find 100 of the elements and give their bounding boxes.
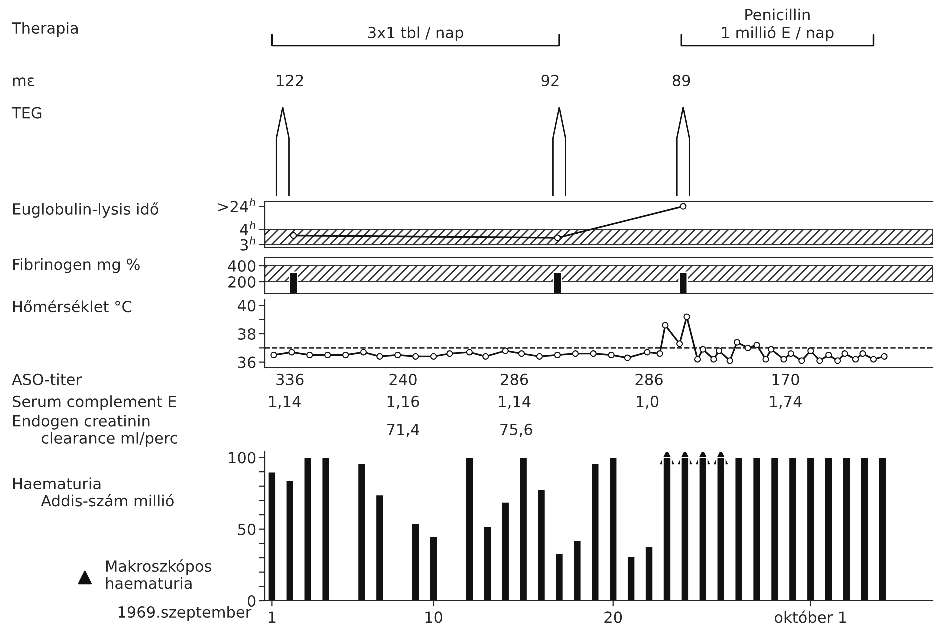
point [482, 353, 490, 360]
point [734, 339, 741, 346]
point [816, 358, 824, 364]
point [290, 232, 298, 240]
point [662, 322, 669, 329]
bar [644, 546, 654, 601]
bar [860, 457, 870, 601]
point [466, 349, 474, 356]
point [518, 350, 526, 358]
text: 1,14 [499, 396, 531, 409]
point [536, 353, 544, 360]
point [270, 352, 278, 359]
data-label: 286 [636, 374, 663, 386]
point [360, 349, 368, 356]
bar [626, 556, 636, 601]
point [788, 350, 794, 358]
text: Therapia [12, 22, 78, 37]
point [768, 346, 775, 353]
bar [375, 494, 385, 601]
point [780, 356, 788, 363]
y-tick-label: 50 [238, 524, 256, 536]
point [726, 358, 734, 364]
point [412, 353, 420, 360]
y-tick-label: >24$^{h}$ [218, 198, 256, 212]
point [394, 352, 402, 359]
point [554, 234, 561, 242]
data-label: 122 [277, 74, 304, 86]
point [680, 203, 687, 210]
bar [878, 457, 888, 601]
y-tick-label: 40 [238, 300, 256, 312]
y-tick-label: 36 [238, 356, 256, 368]
point [608, 352, 615, 359]
bar [788, 457, 798, 601]
x-tick-label: október 1 [774, 610, 846, 624]
bar [303, 457, 313, 601]
point [808, 348, 814, 354]
text: 1,74 [770, 396, 802, 409]
text: 71,4 [388, 424, 420, 437]
text: TEG [12, 107, 42, 119]
text: mε [13, 78, 34, 86]
bar [536, 488, 546, 601]
point [744, 344, 752, 352]
bar [554, 553, 564, 601]
bar [482, 526, 492, 601]
point [842, 350, 848, 358]
text: 1,0 [637, 396, 659, 409]
y-axis-title: Fibrinogen mg % [14, 258, 140, 274]
point [852, 356, 860, 363]
bar [411, 522, 421, 601]
point [430, 353, 438, 360]
y-tick-label: 200 [228, 276, 256, 288]
point [590, 350, 597, 358]
y-tick-label: 3$^{h}$ [240, 236, 256, 251]
bar [734, 457, 744, 601]
y-tick-label: 4$^{h}$ [240, 221, 256, 236]
point [798, 358, 806, 364]
point [870, 356, 878, 363]
bar [429, 536, 439, 601]
point [342, 352, 350, 359]
text: 3x1 tbl / nap [368, 26, 464, 42]
y-axis-title: Haematuria Addis-szám millió [14, 478, 174, 507]
point [860, 350, 866, 358]
point [716, 348, 723, 354]
text: Endogen creatinin clearance ml/perc [14, 415, 178, 447]
bar [590, 462, 600, 601]
point [700, 346, 706, 353]
bar [500, 501, 510, 601]
y-tick-label: 0 [248, 595, 256, 608]
data-label: 336 [276, 374, 304, 386]
data-label: 170 [772, 374, 800, 386]
x-tick-label: 20 [604, 612, 622, 624]
bar [806, 457, 816, 601]
bar [267, 471, 277, 601]
bar [285, 480, 295, 601]
text: 75,6 [500, 424, 532, 437]
point [881, 353, 888, 360]
point [834, 358, 842, 364]
bar [464, 457, 474, 601]
point [754, 342, 760, 349]
point [826, 352, 832, 359]
y-tick-label: 400 [228, 260, 256, 272]
bar [770, 457, 780, 601]
text: 1,14 [269, 396, 301, 409]
data-label: 240 [390, 374, 417, 386]
point [446, 350, 454, 358]
x-tick-label: 1 [269, 612, 276, 624]
bar [752, 457, 762, 601]
point [376, 353, 384, 360]
legend-label: Makroszkópos haematuria [106, 560, 212, 590]
y-tick-label: 38 [238, 328, 256, 340]
data-label: 286 [501, 374, 528, 386]
text: Penicillin 1 millió E / nap [722, 8, 834, 42]
bar [572, 540, 582, 601]
point [694, 356, 702, 363]
point [324, 352, 332, 359]
point [762, 356, 770, 363]
point [684, 314, 690, 320]
point [644, 349, 651, 356]
point [306, 352, 314, 359]
data-label: 92 [542, 74, 559, 86]
